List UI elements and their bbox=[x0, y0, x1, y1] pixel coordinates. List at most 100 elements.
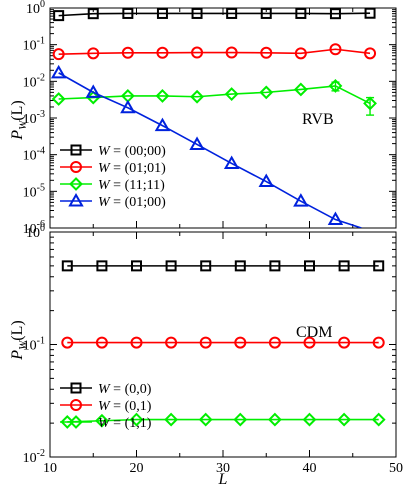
x-tick-label: 30 bbox=[216, 461, 230, 476]
data-point bbox=[50, 64, 67, 79]
data-point bbox=[304, 260, 315, 272]
data-point bbox=[189, 136, 205, 150]
data-point bbox=[234, 260, 246, 272]
legend-entry: W = (1,1) bbox=[60, 415, 152, 431]
legend-label: W = (01;01) bbox=[98, 161, 166, 176]
data-point bbox=[259, 85, 274, 100]
data-point bbox=[364, 8, 376, 19]
x-tick-label: 50 bbox=[389, 461, 403, 476]
series-diamond bbox=[60, 412, 386, 429]
data-point bbox=[156, 8, 168, 19]
series-line bbox=[58, 48, 371, 55]
data-point bbox=[295, 8, 307, 19]
data-point bbox=[61, 336, 74, 349]
legend-label: W = (01;00) bbox=[98, 195, 166, 210]
data-point bbox=[302, 412, 317, 427]
series-square bbox=[61, 260, 385, 272]
data-point bbox=[293, 193, 309, 207]
y-tick-label: 100 bbox=[26, 223, 45, 241]
series-triangle bbox=[50, 64, 362, 228]
series-line bbox=[67, 418, 379, 423]
data-point bbox=[156, 46, 169, 59]
data-point bbox=[52, 48, 65, 61]
data-point bbox=[329, 8, 341, 20]
data-point bbox=[260, 8, 272, 19]
data-point bbox=[225, 46, 238, 59]
data-point bbox=[258, 173, 274, 188]
data-point bbox=[200, 260, 212, 272]
data-point bbox=[372, 336, 385, 349]
y-tick-label: 10-4 bbox=[23, 146, 45, 164]
series-circle bbox=[52, 43, 377, 61]
y-tick-label: 10-5 bbox=[23, 182, 45, 200]
x-tick-label: 10 bbox=[43, 461, 57, 476]
series-square bbox=[53, 8, 376, 22]
data-point bbox=[364, 47, 377, 60]
data-point bbox=[191, 46, 204, 59]
legend-entry: W = (11;11) bbox=[60, 177, 165, 193]
legend-marker bbox=[70, 161, 82, 173]
y-tick-label: 100 bbox=[26, 0, 45, 17]
legend-marker bbox=[70, 144, 82, 156]
legend-label: W = (11;11) bbox=[98, 178, 165, 193]
data-point bbox=[294, 47, 307, 60]
series-line bbox=[58, 72, 362, 228]
data-point bbox=[363, 96, 377, 111]
legend-entry: W = (00;00) bbox=[60, 144, 166, 159]
data-point bbox=[120, 99, 136, 114]
panel-annotation: RVB bbox=[302, 111, 334, 128]
series-diamond bbox=[51, 79, 377, 116]
legend-entry: W = (01;00) bbox=[60, 192, 166, 210]
data-point bbox=[121, 46, 134, 59]
data-point bbox=[191, 8, 203, 19]
data-point bbox=[95, 336, 108, 349]
data-point bbox=[234, 336, 247, 349]
data-point bbox=[327, 211, 344, 226]
legend-marker bbox=[68, 192, 84, 207]
data-point bbox=[87, 8, 99, 20]
data-point bbox=[337, 412, 352, 427]
data-point bbox=[199, 336, 212, 349]
data-point bbox=[198, 412, 213, 427]
data-point bbox=[338, 336, 351, 349]
legend-marker bbox=[69, 177, 83, 191]
data-point bbox=[328, 79, 343, 93]
data-point bbox=[122, 8, 134, 19]
panel-annotation: CDM bbox=[296, 324, 332, 341]
x-tick-label: 20 bbox=[130, 461, 144, 476]
legend-label: W = (1,1) bbox=[98, 416, 152, 431]
data-point bbox=[373, 260, 385, 272]
x-axis-label: L bbox=[218, 471, 228, 486]
legend-marker bbox=[70, 399, 82, 411]
data-point bbox=[96, 260, 108, 272]
data-point bbox=[165, 260, 177, 272]
data-point bbox=[371, 412, 386, 427]
legend-label: W = (0,0) bbox=[98, 382, 152, 397]
legend-label: W = (00;00) bbox=[98, 144, 166, 159]
data-point bbox=[268, 336, 281, 349]
data-point bbox=[94, 413, 109, 428]
x-tick-label: 40 bbox=[303, 461, 317, 476]
y-tick-label: 10-1 bbox=[23, 36, 45, 54]
data-point bbox=[53, 10, 65, 22]
y-axis-label: PW(L) bbox=[9, 100, 29, 140]
data-point bbox=[51, 92, 66, 106]
data-point bbox=[61, 260, 73, 272]
data-point bbox=[329, 43, 342, 56]
data-point bbox=[224, 87, 239, 101]
legend-marker bbox=[70, 382, 82, 394]
data-point bbox=[269, 260, 281, 272]
data-point bbox=[233, 412, 248, 427]
data-point bbox=[154, 117, 171, 132]
series-line bbox=[58, 85, 371, 105]
data-point bbox=[267, 412, 282, 427]
data-point bbox=[155, 89, 170, 103]
data-point bbox=[85, 84, 101, 98]
legend-label: W = (0,1) bbox=[98, 399, 152, 414]
data-point bbox=[165, 336, 178, 349]
data-point bbox=[293, 82, 308, 97]
legend-entry: W = (0,1) bbox=[60, 399, 152, 414]
data-point bbox=[260, 46, 273, 59]
